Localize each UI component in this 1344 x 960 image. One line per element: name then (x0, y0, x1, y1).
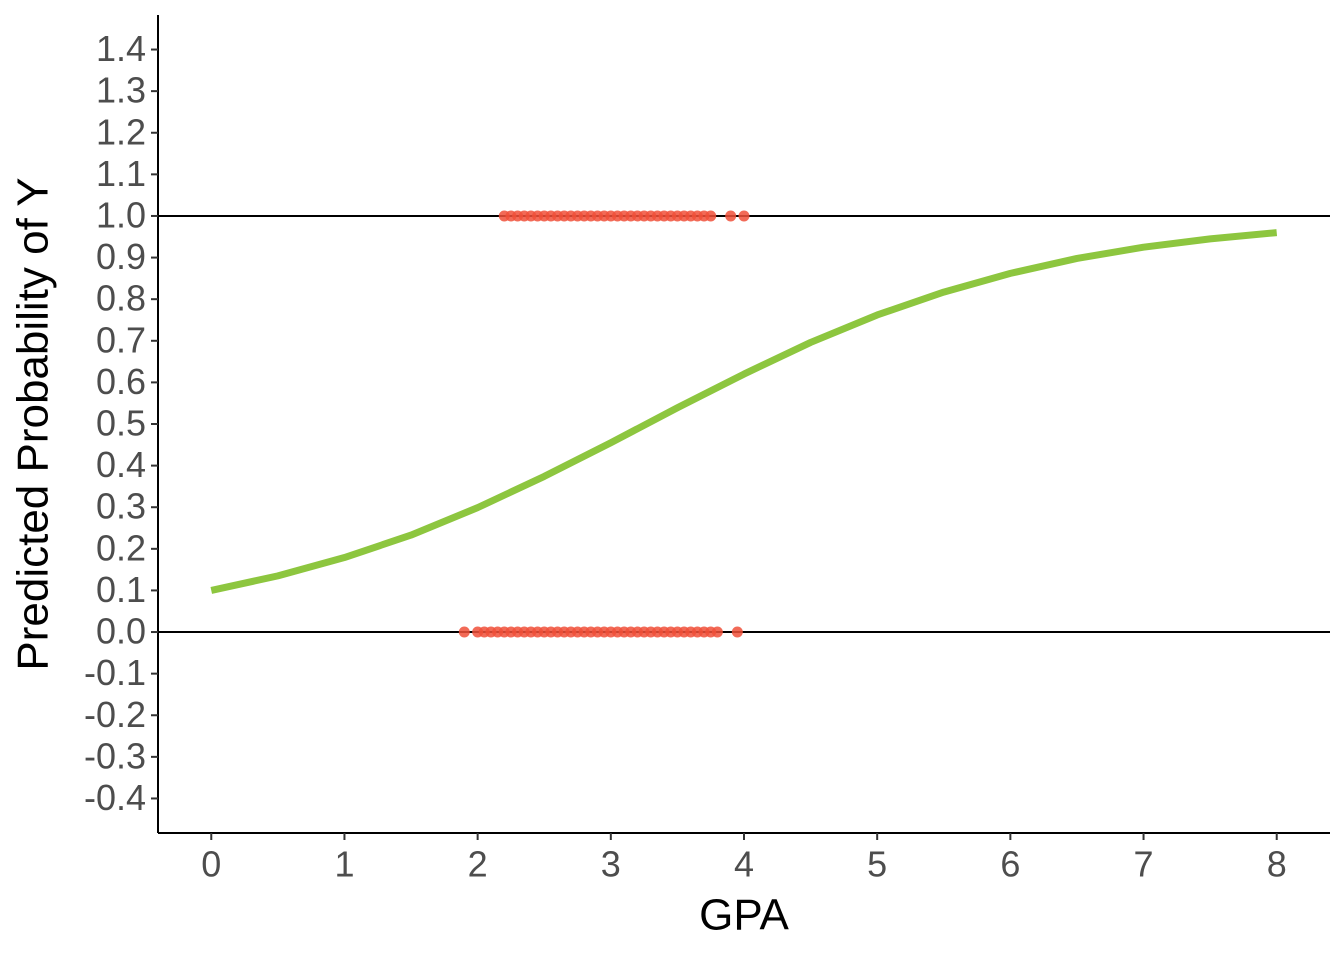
y-tick-label: 1.0 (96, 194, 146, 235)
y-tick-label: -0.3 (84, 735, 146, 776)
x-tick-label: 6 (1000, 844, 1020, 885)
x-tick-label: 2 (468, 844, 488, 885)
y-tick-label: 0.1 (96, 569, 146, 610)
y-tick-label: -0.1 (84, 652, 146, 693)
y-tick-label: 0.5 (96, 403, 146, 444)
y-tick-label: 1.3 (96, 70, 146, 111)
fitted-curve (210, 229, 1278, 594)
y-tick-label: 1.1 (96, 153, 146, 194)
y-tick-label: -0.4 (84, 777, 146, 818)
y-tick-label: 0.4 (96, 444, 146, 485)
data-point (458, 626, 470, 638)
y-tick-label: 0.8 (96, 278, 146, 319)
y-axis-title: Predicted Probability of Y (9, 177, 58, 670)
x-tick-label: 8 (1267, 844, 1287, 885)
y-tick-label: 0.6 (96, 361, 146, 402)
y-tick-label: 0.0 (96, 611, 146, 652)
x-tick-label: 3 (601, 844, 621, 885)
data-point (705, 210, 717, 222)
x-tick-label: 7 (1134, 844, 1154, 885)
x-tick-label: 1 (334, 844, 354, 885)
data-point (731, 626, 743, 638)
y-tick-label: 0.3 (96, 486, 146, 527)
y-tick-label: 0.7 (96, 319, 146, 360)
y-tick-label: 1.4 (96, 28, 146, 69)
data-point (725, 210, 737, 222)
y-tick-label: 0.9 (96, 236, 146, 277)
x-tick-label: 0 (201, 844, 221, 885)
x-tick-label: 5 (867, 844, 887, 885)
x-axis-title: GPA (699, 891, 789, 940)
y-tick-label: -0.2 (84, 694, 146, 735)
data-point (738, 210, 750, 222)
x-tick-label: 4 (734, 844, 754, 885)
y-tick-label: 1.2 (96, 111, 146, 152)
y-tick-label: 0.2 (96, 527, 146, 568)
data-point (711, 626, 723, 638)
